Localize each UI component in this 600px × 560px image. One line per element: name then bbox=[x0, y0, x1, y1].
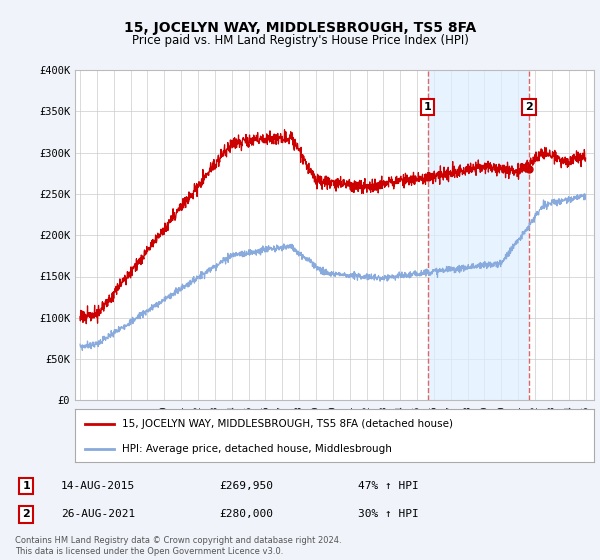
Point bbox=[524, 165, 534, 174]
Text: 15, JOCELYN WAY, MIDDLESBROUGH, TS5 8FA: 15, JOCELYN WAY, MIDDLESBROUGH, TS5 8FA bbox=[124, 21, 476, 35]
Text: 30% ↑ HPI: 30% ↑ HPI bbox=[358, 510, 418, 520]
Bar bbox=[428, 70, 529, 400]
Text: £269,950: £269,950 bbox=[220, 480, 274, 491]
Text: 2: 2 bbox=[525, 102, 533, 112]
Text: Price paid vs. HM Land Registry's House Price Index (HPI): Price paid vs. HM Land Registry's House … bbox=[131, 34, 469, 46]
Text: 26-AUG-2021: 26-AUG-2021 bbox=[61, 510, 135, 520]
Text: 47% ↑ HPI: 47% ↑ HPI bbox=[358, 480, 418, 491]
Text: 14-AUG-2015: 14-AUG-2015 bbox=[61, 480, 135, 491]
Text: £280,000: £280,000 bbox=[220, 510, 274, 520]
Text: 1: 1 bbox=[424, 102, 431, 112]
Text: 2: 2 bbox=[23, 510, 30, 520]
Text: HPI: Average price, detached house, Middlesbrough: HPI: Average price, detached house, Midd… bbox=[122, 444, 392, 454]
Text: 1: 1 bbox=[23, 480, 30, 491]
Text: Contains HM Land Registry data © Crown copyright and database right 2024.
This d: Contains HM Land Registry data © Crown c… bbox=[15, 536, 341, 556]
Text: 15, JOCELYN WAY, MIDDLESBROUGH, TS5 8FA (detached house): 15, JOCELYN WAY, MIDDLESBROUGH, TS5 8FA … bbox=[122, 419, 453, 429]
Point bbox=[423, 173, 433, 182]
